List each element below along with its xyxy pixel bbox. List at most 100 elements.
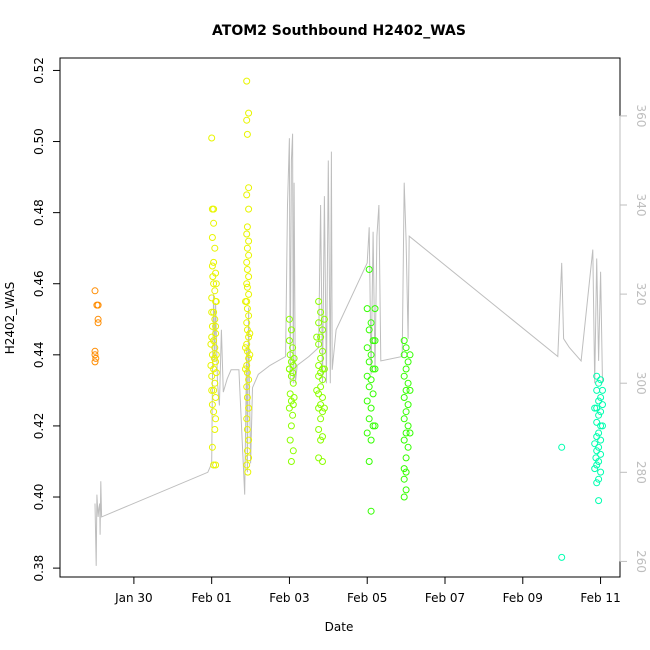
data-point xyxy=(243,340,251,348)
data-point xyxy=(210,408,218,416)
data-point xyxy=(243,280,251,288)
data-point xyxy=(245,354,253,362)
data-point xyxy=(212,330,220,337)
data-point xyxy=(208,294,216,302)
data-point xyxy=(593,461,601,469)
data-point xyxy=(400,436,408,444)
data-point xyxy=(365,415,373,423)
data-point xyxy=(404,379,412,387)
data-point xyxy=(285,365,293,373)
x-axis-title: Date xyxy=(325,620,354,634)
data-point xyxy=(319,433,326,441)
data-point xyxy=(317,401,325,409)
data-point xyxy=(595,379,603,387)
data-point xyxy=(245,237,253,245)
y2-tick-label: 300 xyxy=(634,372,648,395)
x-tick-label: Jan 30 xyxy=(114,591,153,605)
data-point xyxy=(208,134,216,142)
data-point xyxy=(317,308,325,316)
points-layer xyxy=(91,77,606,561)
data-point xyxy=(243,447,251,455)
data-point xyxy=(400,475,408,483)
data-point xyxy=(400,465,408,473)
data-point xyxy=(315,340,323,348)
data-point xyxy=(404,422,412,430)
data-point xyxy=(369,390,377,398)
data-point xyxy=(243,319,251,327)
x-tick-label: Feb 11 xyxy=(580,591,620,605)
data-point xyxy=(365,326,373,334)
data-point xyxy=(208,386,216,394)
x-tick-label: Feb 05 xyxy=(347,591,387,605)
data-point xyxy=(211,344,219,352)
data-point xyxy=(208,308,216,316)
data-point xyxy=(319,365,326,373)
y2-tick-label: 320 xyxy=(634,283,648,306)
data-point xyxy=(92,354,100,362)
data-point xyxy=(365,458,373,465)
data-point xyxy=(285,315,293,323)
data-point xyxy=(404,358,412,366)
x-tick-label: Feb 03 xyxy=(269,591,309,605)
data-point xyxy=(289,379,297,387)
data-point xyxy=(591,440,599,448)
data-point xyxy=(597,450,605,458)
data-point xyxy=(245,184,253,192)
data-point xyxy=(210,386,218,394)
data-point xyxy=(243,244,251,252)
data-point xyxy=(592,454,600,462)
data-point xyxy=(245,376,253,384)
data-point xyxy=(599,386,606,394)
data-point xyxy=(363,344,371,352)
data-point xyxy=(591,404,599,412)
data-point xyxy=(212,280,220,288)
data-point xyxy=(365,266,373,273)
data-point xyxy=(245,333,253,341)
series-group xyxy=(558,372,606,561)
data-point xyxy=(243,394,251,401)
data-point xyxy=(290,354,298,362)
data-point xyxy=(369,337,377,345)
data-point xyxy=(212,358,220,366)
data-point xyxy=(320,365,328,373)
data-point xyxy=(400,337,408,345)
data-point xyxy=(212,369,220,377)
data-point xyxy=(558,553,566,561)
data-point xyxy=(286,390,294,398)
data-point xyxy=(285,404,293,412)
data-point xyxy=(242,344,249,352)
data-point xyxy=(400,493,408,501)
data-point xyxy=(211,244,219,252)
data-point xyxy=(212,461,220,469)
data-point xyxy=(210,354,218,362)
data-point xyxy=(402,386,410,394)
y-tick-label: 0.42 xyxy=(32,413,46,440)
data-point xyxy=(243,230,251,238)
data-point xyxy=(593,404,601,412)
data-point xyxy=(593,418,601,426)
data-point xyxy=(94,315,102,323)
data-point xyxy=(286,351,294,359)
data-point xyxy=(286,436,294,444)
data-point xyxy=(208,401,216,409)
data-point xyxy=(597,376,605,384)
data-point xyxy=(591,465,599,473)
data-point xyxy=(246,330,254,337)
data-point xyxy=(597,422,605,430)
data-point xyxy=(210,461,218,469)
data-point xyxy=(595,397,603,405)
data-point xyxy=(595,411,603,419)
data-point xyxy=(212,351,220,359)
data-point xyxy=(243,415,251,423)
data-point xyxy=(369,422,377,430)
data-point xyxy=(595,475,603,483)
data-point xyxy=(313,386,321,394)
data-point xyxy=(363,397,371,405)
data-point xyxy=(245,273,253,281)
data-point xyxy=(289,411,297,419)
data-point xyxy=(243,116,251,124)
series-group xyxy=(91,287,102,366)
data-point xyxy=(289,344,297,352)
